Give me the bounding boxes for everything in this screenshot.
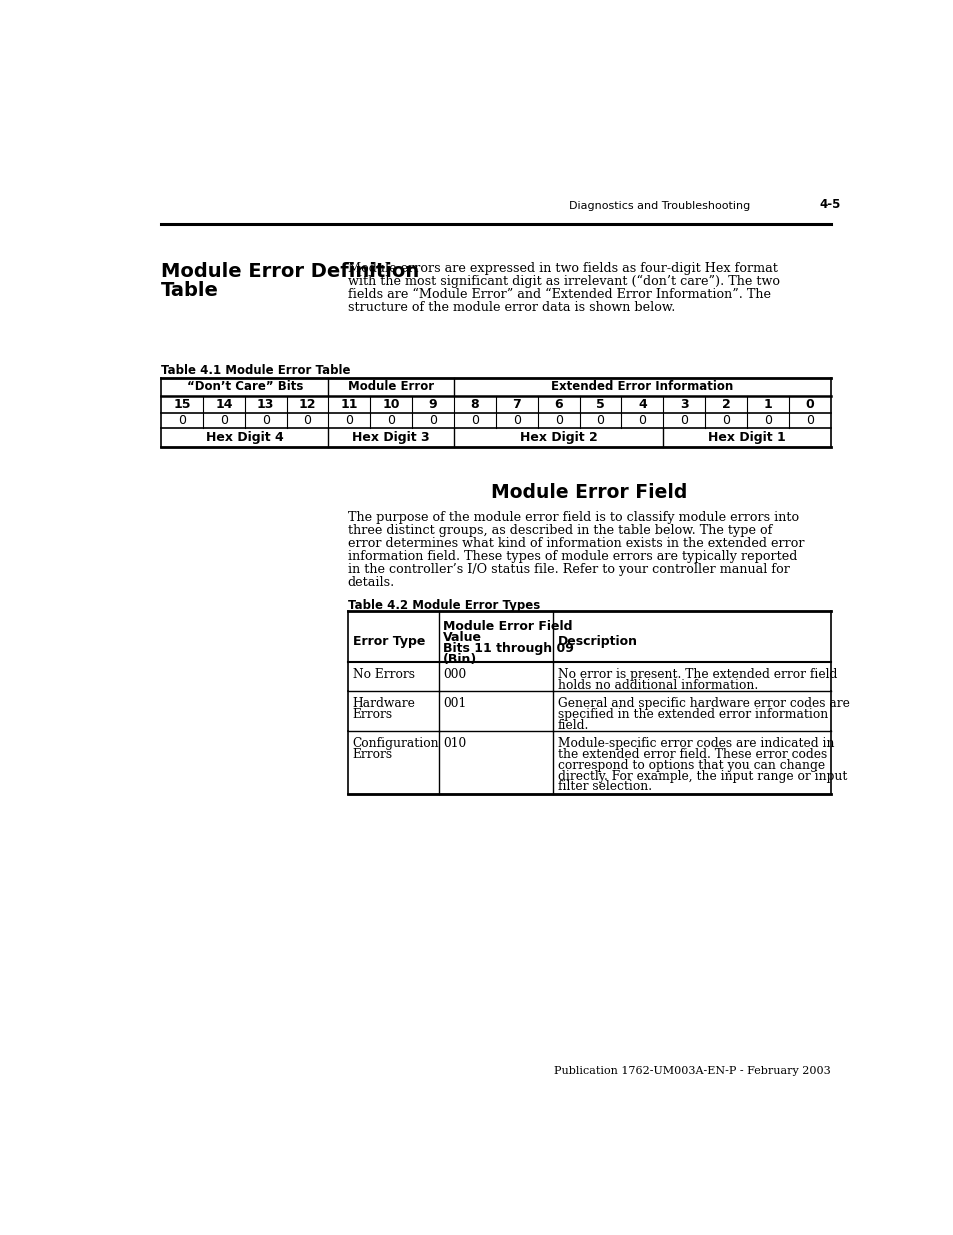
Text: Table: Table	[161, 280, 219, 300]
Text: 0: 0	[804, 398, 813, 411]
Text: (Bin): (Bin)	[443, 652, 476, 666]
Text: Table 4.1 Module Error Table: Table 4.1 Module Error Table	[161, 364, 351, 377]
Text: 0: 0	[679, 414, 687, 427]
Text: 11: 11	[340, 398, 357, 411]
Text: 0: 0	[554, 414, 562, 427]
Text: with the most significant digit as irrelevant (“don’t care”). The two: with the most significant digit as irrel…	[348, 275, 779, 289]
Text: No error is present. The extended error field: No error is present. The extended error …	[558, 668, 837, 680]
Text: 10: 10	[382, 398, 399, 411]
Text: 6: 6	[554, 398, 562, 411]
Text: 4-5: 4-5	[819, 198, 841, 211]
Text: 0: 0	[429, 414, 436, 427]
Text: in the controller’s I/O status file. Refer to your controller manual for: in the controller’s I/O status file. Ref…	[348, 563, 789, 577]
Text: 0: 0	[345, 414, 353, 427]
Text: Module Error Field: Module Error Field	[443, 620, 572, 634]
Text: field.: field.	[558, 719, 589, 732]
Text: 13: 13	[256, 398, 274, 411]
Text: specified in the extended error information: specified in the extended error informat…	[558, 708, 827, 721]
Text: 14: 14	[214, 398, 233, 411]
Text: 0: 0	[387, 414, 395, 427]
Text: Module Error: Module Error	[348, 380, 434, 394]
Text: Hex Digit 1: Hex Digit 1	[707, 431, 785, 445]
Text: The purpose of the module error field is to classify module errors into: The purpose of the module error field is…	[348, 511, 799, 524]
Text: Module-specific error codes are indicated in: Module-specific error codes are indicate…	[558, 737, 834, 750]
Text: fields are “Module Error” and “Extended Error Information”. The: fields are “Module Error” and “Extended …	[348, 288, 770, 301]
Text: Value: Value	[443, 631, 481, 643]
Text: structure of the module error data is shown below.: structure of the module error data is sh…	[348, 301, 675, 315]
Text: 010: 010	[443, 737, 466, 750]
Text: 4: 4	[638, 398, 646, 411]
Text: correspond to options that you can change: correspond to options that you can chang…	[558, 758, 824, 772]
Text: Hex Digit 3: Hex Digit 3	[352, 431, 430, 445]
Text: Hex Digit 4: Hex Digit 4	[206, 431, 283, 445]
Text: Publication 1762-UM003A-EN-P - February 2003: Publication 1762-UM003A-EN-P - February …	[554, 1066, 830, 1076]
Text: directly. For example, the input range or input: directly. For example, the input range o…	[558, 769, 846, 783]
Text: 1: 1	[762, 398, 772, 411]
Text: 000: 000	[443, 668, 466, 680]
Text: 0: 0	[513, 414, 520, 427]
Text: 7: 7	[512, 398, 520, 411]
Text: 15: 15	[173, 398, 191, 411]
Text: Extended Error Information: Extended Error Information	[551, 380, 733, 394]
Text: 0: 0	[303, 414, 312, 427]
Text: Module errors are expressed in two fields as four-digit Hex format: Module errors are expressed in two field…	[348, 262, 777, 275]
Text: Module Error Field: Module Error Field	[491, 483, 687, 503]
Text: General and specific hardware error codes are: General and specific hardware error code…	[558, 698, 849, 710]
Text: Hex Digit 2: Hex Digit 2	[519, 431, 597, 445]
Text: holds no additional information.: holds no additional information.	[558, 679, 758, 692]
Text: Errors: Errors	[353, 748, 393, 761]
Text: 2: 2	[720, 398, 730, 411]
Text: 0: 0	[638, 414, 646, 427]
Text: No Errors: No Errors	[353, 668, 415, 680]
Text: Module Error Definition: Module Error Definition	[161, 262, 419, 282]
Text: 0: 0	[721, 414, 729, 427]
Text: 0: 0	[219, 414, 228, 427]
Text: 0: 0	[596, 414, 604, 427]
Text: three distinct groups, as described in the table below. The type of: three distinct groups, as described in t…	[348, 524, 771, 537]
Text: Configuration: Configuration	[353, 737, 438, 750]
Text: Hardware: Hardware	[353, 698, 415, 710]
Text: 0: 0	[471, 414, 478, 427]
Text: 0: 0	[763, 414, 771, 427]
Text: 0: 0	[178, 414, 186, 427]
Text: “Don’t Care” Bits: “Don’t Care” Bits	[187, 380, 303, 394]
Text: 9: 9	[428, 398, 437, 411]
Text: 0: 0	[805, 414, 813, 427]
Text: Errors: Errors	[353, 708, 393, 721]
Text: filter selection.: filter selection.	[558, 781, 651, 793]
Text: 8: 8	[470, 398, 478, 411]
Text: error determines what kind of information exists in the extended error: error determines what kind of informatio…	[348, 537, 803, 550]
Text: details.: details.	[348, 577, 395, 589]
Text: Diagnostics and Troubleshooting: Diagnostics and Troubleshooting	[568, 200, 749, 211]
Text: the extended error field. These error codes: the extended error field. These error co…	[558, 748, 826, 761]
Text: Bits 11 through 09: Bits 11 through 09	[443, 642, 574, 655]
Text: Description: Description	[558, 635, 638, 647]
Text: 3: 3	[679, 398, 688, 411]
Text: Error Type: Error Type	[353, 635, 424, 647]
Text: 001: 001	[443, 698, 466, 710]
Text: 5: 5	[596, 398, 604, 411]
Text: 0: 0	[261, 414, 270, 427]
Text: 12: 12	[298, 398, 316, 411]
Text: information field. These types of module errors are typically reported: information field. These types of module…	[348, 550, 797, 563]
Text: Table 4.2 Module Error Types: Table 4.2 Module Error Types	[348, 599, 539, 611]
